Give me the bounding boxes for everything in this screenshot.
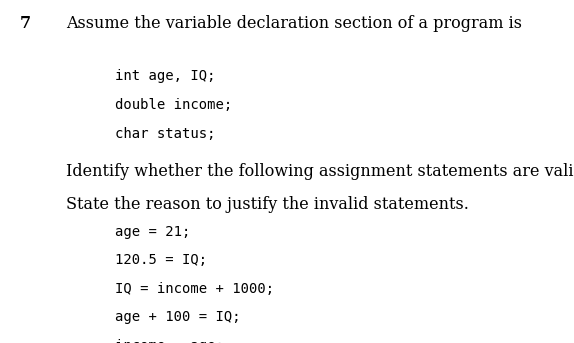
Text: age + 100 = IQ;: age + 100 = IQ; <box>115 310 241 324</box>
Text: income = age;: income = age; <box>115 339 224 343</box>
Text: State the reason to justify the invalid statements.: State the reason to justify the invalid … <box>66 196 469 213</box>
Text: double income;: double income; <box>115 98 232 112</box>
Text: int age, IQ;: int age, IQ; <box>115 69 215 83</box>
Text: age = 21;: age = 21; <box>115 225 190 239</box>
Text: Assume the variable declaration section of a program is: Assume the variable declaration section … <box>66 15 522 33</box>
Text: 120.5 = IQ;: 120.5 = IQ; <box>115 253 207 267</box>
Text: Identify whether the following assignment statements are valid or inva: Identify whether the following assignmen… <box>66 163 574 180</box>
Text: char status;: char status; <box>115 127 215 141</box>
Text: 7: 7 <box>20 15 31 33</box>
Text: IQ = income + 1000;: IQ = income + 1000; <box>115 282 274 296</box>
